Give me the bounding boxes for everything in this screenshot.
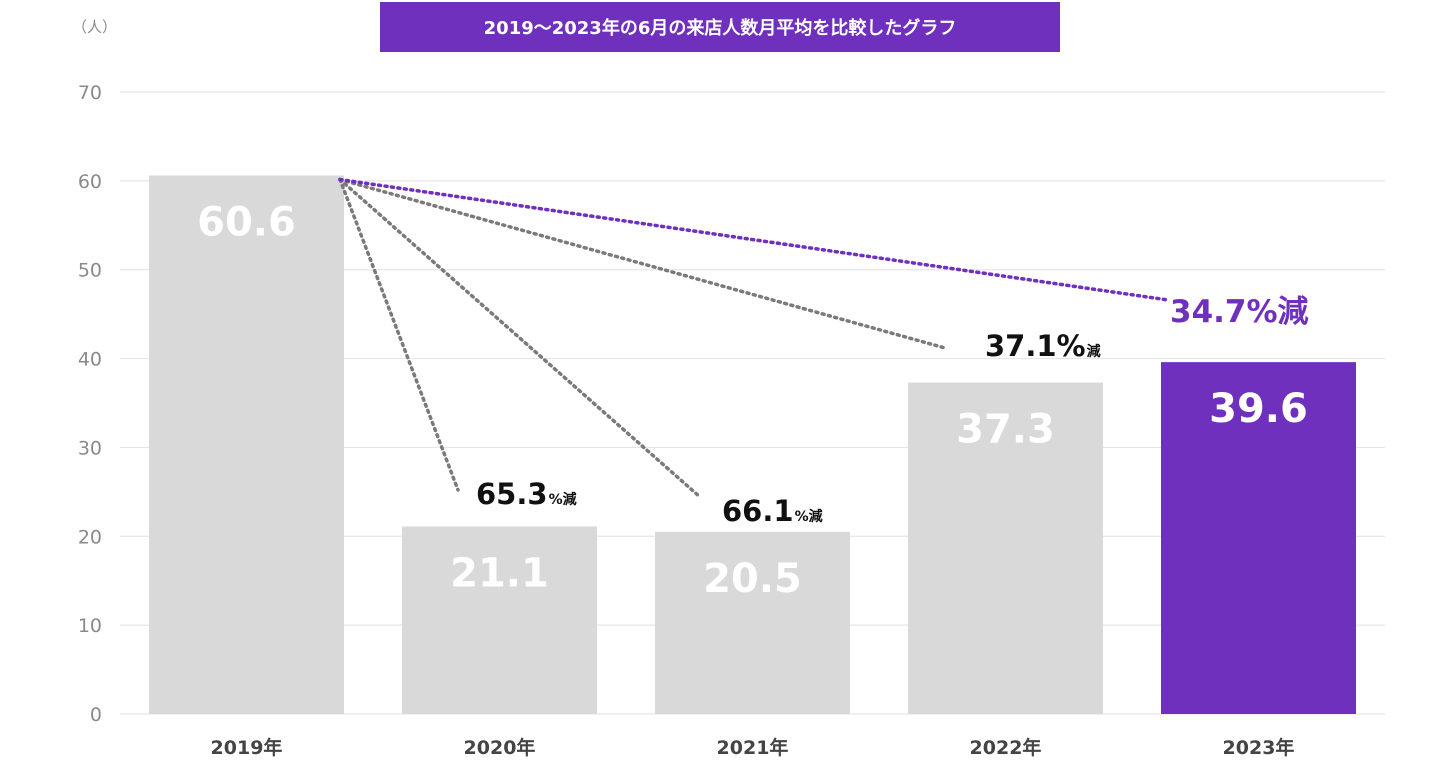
annotation-number: 65.3: [476, 477, 548, 511]
y-tick-label: 0: [90, 704, 102, 726]
bar-value-label: 39.6: [1209, 386, 1308, 432]
bar-2021年: [655, 531, 850, 714]
y-axis-unit-label: （人）: [72, 18, 117, 36]
bar-2019年: [149, 175, 344, 715]
decrease-annotation-2023年: 34.7%減: [1170, 294, 1309, 330]
comparison-line-2023年: [338, 177, 1170, 302]
comparison-line-2020年: [338, 177, 460, 492]
comparison-lines: [338, 177, 1170, 499]
y-tick-label: 20: [78, 526, 102, 548]
bar-2023年: [1161, 362, 1356, 714]
x-tick-label: 2023年: [1223, 736, 1295, 759]
bar-2022年: [908, 382, 1103, 714]
bar-value-label: 37.3: [956, 407, 1055, 453]
chart-title-background: [380, 2, 1060, 52]
annotation-number: 66.1: [722, 494, 794, 528]
y-tick-label: 50: [78, 260, 102, 282]
annotation-number: 34.7%減: [1170, 294, 1309, 330]
y-tick-label: 30: [78, 437, 102, 459]
chart-title: 2019～2023年の6月の来店人数月平均を比較したグラフ: [484, 17, 957, 39]
annotation-suffix: 減: [1087, 343, 1101, 360]
bar-value-label: 21.1: [450, 551, 549, 597]
comparison-line-2022年: [338, 177, 947, 350]
bars: [149, 175, 1356, 715]
y-tick-label: 10: [78, 615, 102, 637]
decrease-annotation-2022年: 37.1%減: [985, 329, 1101, 363]
comparison-line-2021年: [338, 177, 702, 499]
decrease-annotations: 65.3%減 66.1%減37.1%減34.7%減: [476, 294, 1309, 528]
x-axis-labels: 2019年 2020年 2021年 2022年 2023年: [211, 736, 1295, 759]
x-tick-label: 2021年: [717, 736, 789, 759]
x-tick-label: 2022年: [970, 736, 1042, 759]
y-tick-label: 60: [78, 171, 102, 193]
annotation-suffix: %減: [549, 491, 577, 508]
decrease-annotation-2021年: 66.1%減: [722, 494, 823, 528]
annotation-suffix: %減: [795, 508, 823, 525]
x-tick-label: 2019年: [211, 736, 283, 759]
bar-value-label: 20.5: [703, 556, 802, 602]
annotation-number: 37.1%: [985, 329, 1086, 363]
y-tick-label: 70: [78, 82, 102, 104]
bar-value-label: 60.6: [197, 200, 296, 246]
decrease-annotation-2020年: 65.3%減: [476, 477, 577, 511]
bar-value-labels: 60.6 21.1 20.5 37.3 39.6: [197, 200, 1308, 602]
x-tick-label: 2020年: [464, 736, 536, 759]
bar-2020年: [402, 526, 597, 714]
y-tick-label: 40: [78, 349, 102, 371]
y-axis-ticks: 0 10 20 30 40 50 60 70: [78, 82, 102, 726]
